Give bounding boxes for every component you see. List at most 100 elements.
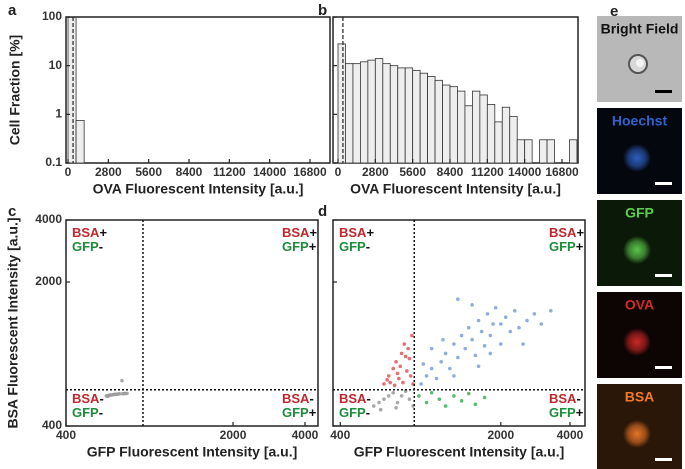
scatter-point (508, 329, 513, 334)
marker-sign: - (366, 405, 370, 420)
quadrant-label: BSA+ (549, 225, 584, 240)
plot-frame (65, 16, 331, 164)
histogram-bar (419, 72, 428, 164)
histogram-bar (345, 63, 354, 164)
x-tick-label: 5600 (399, 165, 426, 179)
x-axis-title: OVA Fluorescent Intensity [a.u.] (93, 181, 304, 197)
histogram-bar (412, 69, 421, 164)
scatter-point (466, 391, 471, 396)
histogram-bar (352, 63, 361, 164)
image-label: Bright Field (601, 21, 679, 37)
histogram-bar (501, 106, 511, 164)
quadrant-label: GFP+ (282, 405, 317, 420)
x-tick-label: 400 (330, 428, 350, 442)
scatter-point (470, 303, 474, 307)
scatter-point (521, 342, 525, 346)
image-label: BSA (625, 389, 655, 405)
histogram-bar (397, 67, 406, 164)
marker-sign: - (366, 239, 370, 254)
scatter-point (399, 394, 404, 398)
scatter-point (499, 322, 503, 326)
scatter-point (476, 318, 481, 323)
x-tick-label: 0 (65, 165, 72, 179)
marker-sign: + (366, 225, 374, 240)
scatter-point (421, 362, 426, 366)
marker-name: BSA (282, 391, 310, 406)
histogram-bar (389, 65, 399, 164)
scatter-point (401, 380, 405, 385)
histogram-bar (516, 139, 526, 164)
x-tick-label: 2800 (362, 165, 389, 179)
scatter-point (456, 355, 460, 360)
marker-name: GFP (282, 405, 309, 420)
histogram-bar (67, 17, 77, 164)
histogram-bar (442, 84, 451, 164)
scatter-point (485, 312, 490, 316)
y-tick-label: 400 (42, 418, 62, 432)
marker-name: GFP (339, 405, 366, 420)
x-axis-title: OVA Fluorescent Intensity [a.u.] (350, 181, 561, 197)
scatter-point (395, 371, 400, 376)
histogram-bar (479, 94, 488, 164)
panel-letter: e (610, 3, 618, 20)
scatter-point (410, 333, 414, 338)
cell (623, 144, 651, 172)
scatter-point (399, 351, 404, 356)
scale-bar (655, 458, 672, 461)
histogram-bar (367, 59, 376, 164)
cell (623, 420, 651, 448)
quadrant-label: BSA- (549, 391, 581, 406)
scatter-point (394, 406, 398, 410)
panel-letter: b (318, 2, 327, 19)
scatter-point (456, 297, 460, 302)
scatter-point (386, 374, 391, 378)
cell (623, 328, 651, 356)
y-axis-title: Cell Fraction [%] (7, 35, 23, 145)
marker-sign: + (309, 239, 317, 254)
y-tick-label: 10 (49, 58, 63, 72)
plot-frame (65, 219, 319, 427)
scatter-point (459, 399, 464, 403)
scatter-point (443, 404, 448, 408)
scatter-point (419, 382, 423, 386)
x-tick-label: 0 (335, 165, 342, 179)
histogram-bar (471, 90, 481, 164)
scatter-point (424, 374, 429, 378)
marker-name: GFP (282, 239, 309, 254)
scatter-point (434, 376, 439, 381)
y-tick-label: 4000 (35, 212, 62, 226)
quadrant-label: GFP- (72, 239, 103, 254)
scatter-point (459, 333, 464, 338)
scatter-point (117, 392, 122, 396)
scatter-point (473, 353, 478, 358)
marker-name: BSA (72, 225, 100, 240)
scale-bar (655, 366, 672, 369)
scale-bar (655, 274, 672, 277)
scatter-point (466, 325, 471, 330)
scatter-point (488, 333, 493, 338)
scatter-point (382, 397, 386, 401)
scatter-point (403, 354, 408, 359)
scatter-point (503, 315, 508, 319)
scatter-point (488, 351, 493, 356)
scatter-point (439, 359, 443, 364)
marker-sign: - (366, 391, 370, 406)
scatter-point (479, 329, 484, 334)
histogram-bar (404, 67, 414, 164)
scatter-point (408, 374, 413, 378)
scatter-point (397, 376, 401, 381)
marker-name: BSA (339, 391, 367, 406)
scatter-point (385, 378, 389, 382)
scatter-point (482, 344, 487, 348)
y-tick-label: 2000 (35, 274, 62, 288)
scatter-point (391, 390, 395, 395)
scatter-point (402, 342, 407, 346)
scatter-point (429, 366, 434, 371)
marker-sign: - (309, 391, 313, 406)
histogram-bar (457, 90, 466, 164)
quadrant-label: BSA- (339, 391, 371, 406)
scatter-point (405, 369, 409, 373)
marker-name: BSA (72, 391, 100, 406)
scatter-point (470, 337, 474, 342)
